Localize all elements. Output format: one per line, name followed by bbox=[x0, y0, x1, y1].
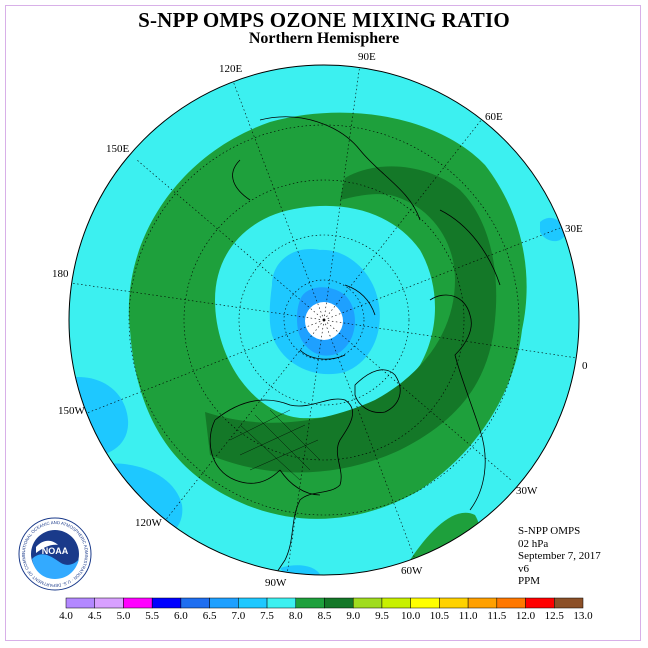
colorbar-tick-label: 6.0 bbox=[174, 610, 188, 622]
lon-label-150e: 150E bbox=[106, 143, 130, 155]
lon-label-180: 180 bbox=[52, 268, 69, 280]
colorbar-tick-label: 8.5 bbox=[317, 610, 332, 622]
lon-label-150w: 150W bbox=[58, 405, 85, 417]
lon-label-60e: 60E bbox=[485, 111, 503, 123]
colorbar-tick-label: 10.0 bbox=[401, 610, 421, 622]
chart-title: S-NPP OMPS OZONE MIXING RATIO bbox=[138, 8, 510, 32]
meridians bbox=[70, 65, 578, 575]
ozone-region-8-5 bbox=[205, 166, 497, 473]
info-level: 02 hPa bbox=[518, 537, 549, 550]
colorbar-swatch bbox=[266, 597, 297, 609]
lon-label-120w: 120W bbox=[135, 517, 162, 529]
colorbar-swatch bbox=[439, 597, 469, 609]
colorbar-swatch bbox=[65, 597, 95, 609]
colorbar-tick-label: 4.5 bbox=[87, 610, 102, 622]
colorbar-tick-label: 6.5 bbox=[202, 610, 217, 622]
colorbar-swatch bbox=[123, 597, 153, 609]
colorbar-tick-label: 9.0 bbox=[346, 610, 361, 622]
coastlines bbox=[209, 116, 501, 575]
colorbar-tick-label: 12.5 bbox=[544, 610, 564, 622]
noaa-logo: NOAA NATIONAL OCEANIC AND ATMOSPHERIC AD… bbox=[18, 517, 92, 591]
lon-label-90w: 90W bbox=[265, 577, 287, 589]
colorbar-swatch bbox=[209, 597, 239, 609]
colorbar-tick-label: 9.5 bbox=[375, 610, 389, 622]
map-boundary bbox=[68, 64, 580, 576]
colorbar-swatch bbox=[352, 597, 383, 609]
chart-subtitle: Northern Hemisphere bbox=[248, 30, 400, 47]
colorbar-tick-label: 4.0 bbox=[59, 610, 73, 622]
colorbar-swatch bbox=[467, 597, 498, 609]
product-info: S-NPP OMPS 02 hPa September 7, 2017 v6 P… bbox=[518, 525, 601, 588]
lon-label-120e: 120E bbox=[219, 63, 243, 75]
colorbar-tick-label: 7.5 bbox=[260, 610, 274, 622]
lon-label-60w: 60W bbox=[401, 565, 423, 577]
colorbar-swatch bbox=[410, 597, 440, 609]
colorbar-tick-label: 11.5 bbox=[487, 610, 507, 622]
colorbar-tick-label: 5.0 bbox=[116, 610, 131, 622]
colorbar-swatch bbox=[324, 597, 354, 609]
colorbar-swatch bbox=[525, 597, 555, 609]
colorbar-swatch bbox=[238, 597, 268, 609]
colorbar-tick-label: 7.0 bbox=[231, 610, 246, 622]
colorbar-tick-label: 5.5 bbox=[145, 610, 160, 622]
info-date: September 7, 2017 bbox=[518, 550, 601, 563]
colorbar-tick-label: 8.0 bbox=[288, 610, 303, 622]
latitude-circles bbox=[128, 124, 520, 516]
info-instrument: S-NPP OMPS bbox=[518, 525, 581, 537]
colorbar-swatch bbox=[94, 597, 124, 609]
colorbar-swatch bbox=[180, 597, 210, 609]
colorbar-tick-label: 12.0 bbox=[515, 610, 536, 622]
colorbar-swatch bbox=[496, 597, 526, 609]
colorbar-swatch bbox=[554, 597, 584, 609]
info-units: PPM bbox=[518, 575, 541, 588]
figure-frame bbox=[5, 5, 641, 641]
colorbar-swatch bbox=[151, 597, 182, 609]
noaa-logo-text: NOAA bbox=[42, 546, 69, 556]
colorbar-swatch bbox=[295, 597, 325, 609]
colorbar-tick-label: 10.5 bbox=[429, 610, 449, 622]
colorbar bbox=[65, 597, 584, 609]
colorbar-tick-label: 13.0 bbox=[573, 610, 593, 622]
colorbar-tick-label: 11.0 bbox=[458, 610, 478, 622]
lon-label-30w: 30W bbox=[516, 485, 538, 497]
lon-label-90e: 90E bbox=[358, 51, 376, 63]
colorbar-swatch bbox=[381, 597, 411, 609]
lon-label-0: 0 bbox=[582, 360, 588, 372]
lon-label-30e: 30E bbox=[565, 223, 583, 235]
ozone-region-7-0-east bbox=[540, 217, 565, 242]
state-boundaries bbox=[229, 409, 321, 481]
info-version: v6 bbox=[518, 562, 529, 575]
